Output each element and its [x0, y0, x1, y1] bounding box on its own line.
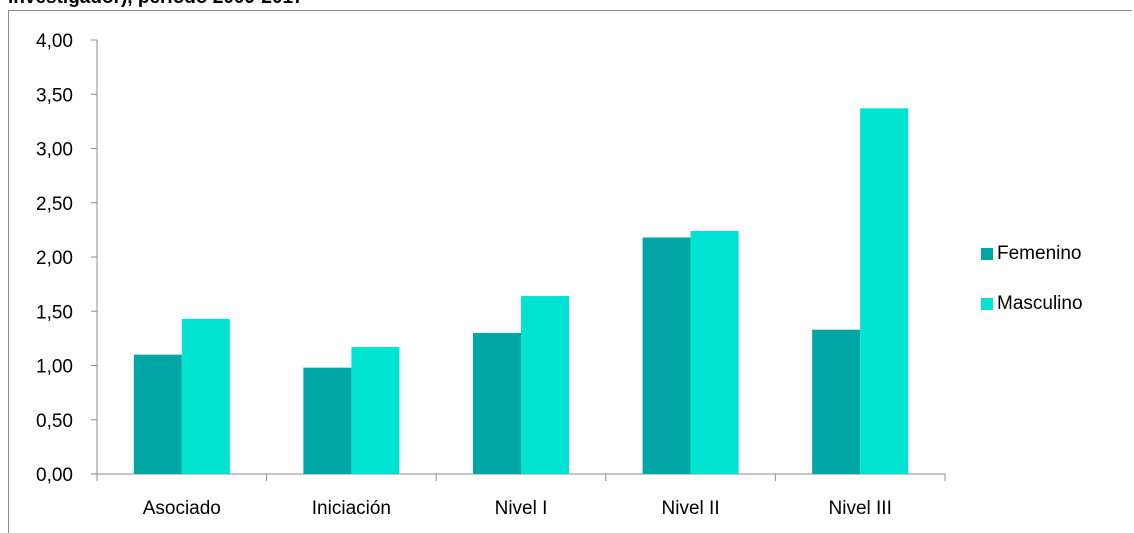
- y-tick-label: 1,00: [36, 357, 73, 378]
- chart-title: investigador), periodo 2009-2017: [8, 0, 304, 9]
- chart-frame: [8, 10, 1132, 533]
- y-tick-label: 4,00: [36, 31, 73, 52]
- bar-masculino-4: [860, 108, 909, 474]
- bar-masculino-1: [351, 347, 400, 474]
- y-tick-label: 2,50: [36, 194, 73, 215]
- bar-masculino-2: [521, 296, 569, 474]
- x-tick-label: Iniciación: [312, 498, 391, 519]
- legend-swatch-masculino: [981, 298, 993, 310]
- y-tick-label: 3,50: [36, 85, 73, 106]
- x-tick-label: Asociado: [143, 498, 221, 519]
- y-tick-label: 0,00: [36, 465, 73, 486]
- y-tick-label: 1,50: [36, 302, 73, 323]
- x-tick-label: Nivel III: [829, 498, 892, 519]
- bar-femenino-1: [303, 367, 352, 474]
- bar-masculino-0: [181, 318, 230, 474]
- bar-femenino-3: [642, 237, 691, 474]
- x-tick-label: Nivel II: [662, 498, 720, 519]
- legend-item-femenino: Femenino: [981, 240, 1083, 268]
- legend: Femenino Masculino: [981, 240, 1083, 340]
- x-tick-label: Nivel I: [495, 498, 548, 519]
- y-tick-label: 3,00: [36, 140, 73, 161]
- y-tick-label: 0,50: [36, 411, 73, 432]
- legend-label-femenino: Femenino: [997, 243, 1082, 264]
- legend-item-masculino: Masculino: [981, 290, 1083, 318]
- bar-femenino-0: [133, 354, 182, 474]
- bar-masculino-3: [690, 230, 739, 474]
- bar-femenino-4: [812, 329, 861, 474]
- y-tick-label: 2,00: [36, 248, 73, 269]
- legend-swatch-femenino: [981, 248, 993, 260]
- legend-label-masculino: Masculino: [997, 293, 1083, 314]
- bar-femenino-2: [473, 332, 521, 474]
